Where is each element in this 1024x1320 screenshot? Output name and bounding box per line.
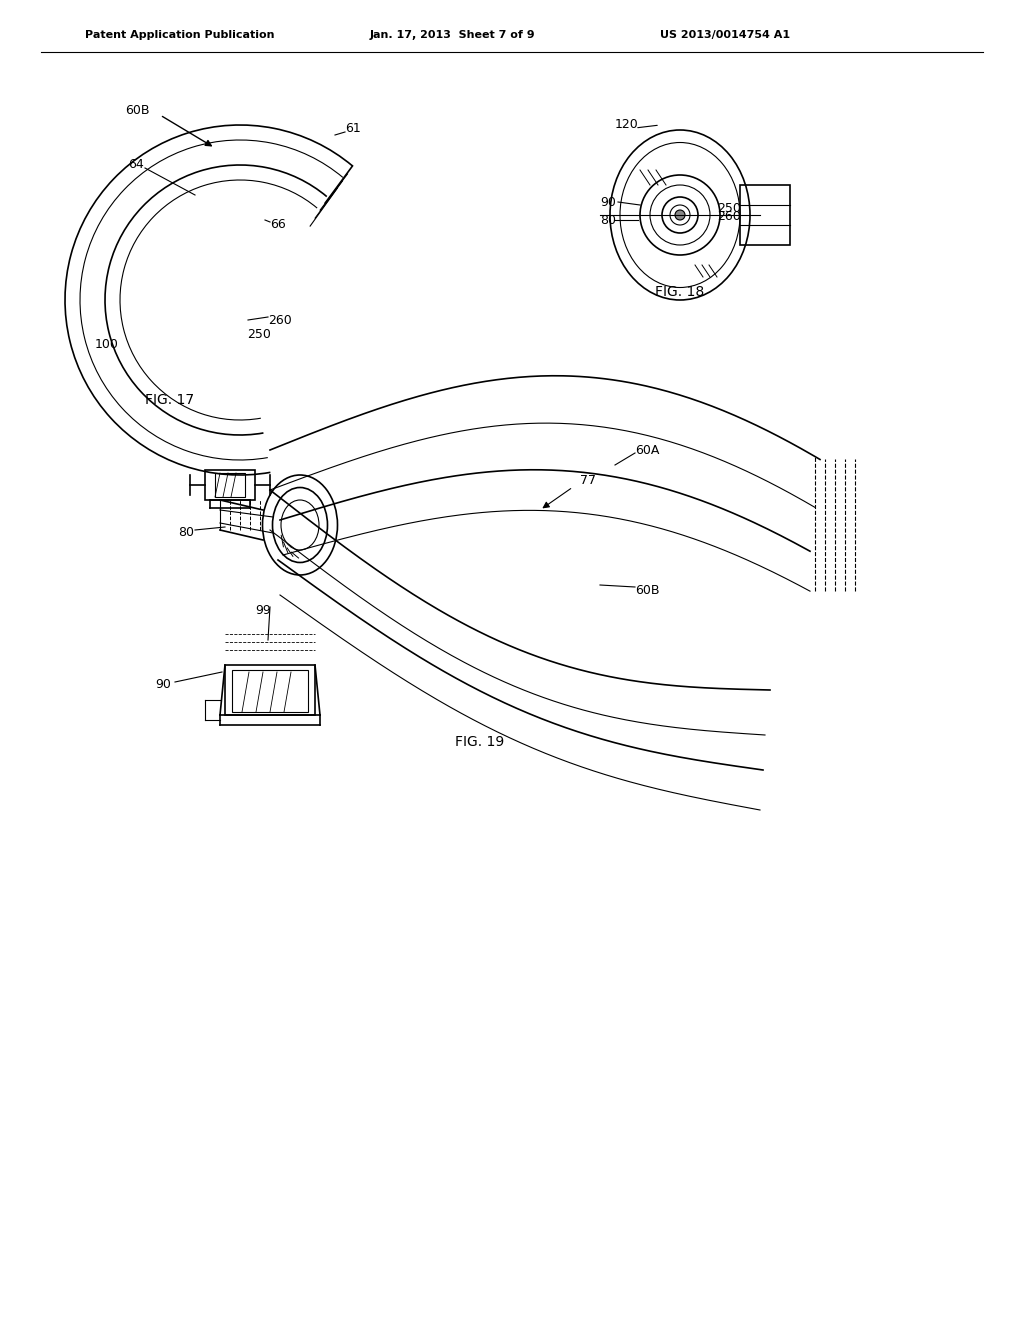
Circle shape [675, 210, 685, 220]
Text: 99: 99 [255, 603, 270, 616]
Text: Jan. 17, 2013  Sheet 7 of 9: Jan. 17, 2013 Sheet 7 of 9 [370, 30, 536, 40]
Text: 250: 250 [247, 329, 271, 342]
Text: 260: 260 [268, 314, 292, 326]
Text: FIG. 19: FIG. 19 [456, 735, 505, 748]
Text: US 2013/0014754 A1: US 2013/0014754 A1 [660, 30, 791, 40]
Text: 100: 100 [95, 338, 119, 351]
Text: FIG. 18: FIG. 18 [655, 285, 705, 300]
Text: 80: 80 [178, 525, 194, 539]
Bar [205, 470, 255, 500]
Bar [225, 665, 315, 715]
Text: FIG. 17: FIG. 17 [145, 393, 195, 407]
Bar [740, 185, 790, 246]
Text: Patent Application Publication: Patent Application Publication [85, 30, 274, 40]
Text: 64: 64 [128, 158, 143, 172]
Text: 80: 80 [600, 214, 616, 227]
Text: 90: 90 [600, 195, 615, 209]
Text: 77: 77 [580, 474, 596, 487]
Text: 260: 260 [717, 210, 740, 223]
Text: 90: 90 [155, 678, 171, 692]
Text: 61: 61 [345, 121, 360, 135]
Text: 60B: 60B [125, 103, 150, 116]
Bar [232, 671, 308, 711]
Bar [215, 473, 245, 498]
Text: 60B: 60B [635, 583, 659, 597]
Text: 250: 250 [717, 202, 741, 214]
Text: 60A: 60A [635, 444, 659, 457]
Text: 66: 66 [270, 219, 286, 231]
Text: 120: 120 [615, 119, 639, 132]
